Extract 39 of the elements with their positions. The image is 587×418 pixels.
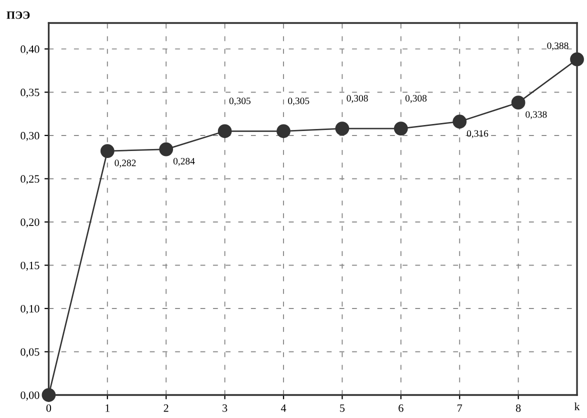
data-label: 0,284	[173, 158, 195, 166]
point	[511, 96, 526, 110]
x-tick-label: 4	[280, 404, 286, 412]
x-axis-title: k	[574, 402, 580, 410]
data-label: 0,388	[547, 42, 568, 50]
data-label: 0,305	[229, 98, 250, 106]
x-tick-label: 1	[106, 404, 110, 412]
data-label: 0,316	[466, 130, 488, 138]
y-tick-label: 0,35	[20, 88, 40, 98]
y-tick-label: 0,25	[20, 175, 40, 184]
point	[100, 144, 114, 158]
data-label: 0,338	[526, 111, 547, 120]
point	[335, 122, 350, 136]
x-tick-label: 2	[164, 404, 168, 412]
data-label: 0,282	[114, 160, 136, 168]
point	[42, 388, 56, 402]
x-tick-label: 6	[398, 404, 404, 412]
data-label: 0,305	[288, 98, 310, 106]
x-tick-label: 3	[222, 404, 228, 412]
x-tick-label: 8	[516, 404, 521, 412]
y-tick-label: 0,20	[20, 218, 40, 228]
y-tick-label: 0,05	[20, 348, 40, 358]
y-tick-label: 0,40	[20, 45, 40, 55]
y-tick-label: 0,30	[20, 132, 40, 142]
point	[452, 114, 467, 129]
point	[218, 124, 232, 138]
data-label: 0,308	[346, 95, 368, 103]
point	[276, 124, 290, 138]
point	[394, 122, 408, 136]
point	[159, 142, 174, 156]
y-tick-label: 0,00	[20, 391, 40, 401]
data-label: 0,308	[405, 95, 427, 103]
x-tick-label: 7	[458, 404, 462, 412]
y-tick-label: 0,15	[20, 262, 40, 271]
y-tick-label: 0,10	[20, 304, 40, 314]
x-tick-label: 0	[46, 404, 52, 412]
x-tick-label: 5	[340, 404, 345, 412]
y-axis-title: ПЭЭ	[6, 11, 30, 19]
point	[570, 52, 584, 66]
